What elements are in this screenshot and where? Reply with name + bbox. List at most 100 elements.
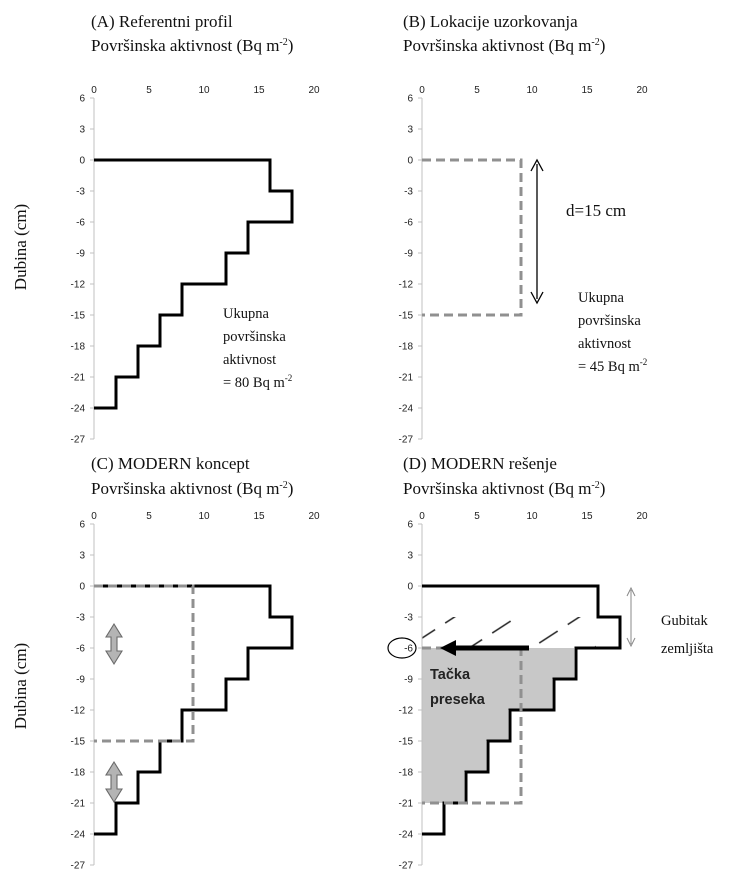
- soil-loss-label-line1: Gubitak: [661, 613, 708, 629]
- y-tick-label: -21: [399, 799, 414, 810]
- y-tick-label: -27: [399, 861, 414, 872]
- sampling-profile-line: [422, 158, 523, 317]
- y-tick-label: -9: [76, 675, 85, 686]
- y-tick-label: -12: [71, 706, 86, 717]
- depth-arrow: [530, 158, 544, 305]
- x-tick-label: 15: [581, 511, 593, 522]
- y-tick-label: -27: [399, 435, 414, 446]
- x-tick-label: 0: [419, 85, 425, 96]
- y-tick-label: -18: [399, 768, 414, 779]
- panel-d-title: (D) MODERN rešenje: [403, 454, 557, 473]
- x-tick-label: 15: [581, 85, 593, 96]
- panel-a-total-value: = 80 Bq m-2: [223, 373, 292, 391]
- panel-b-title: (B) Lokacije uzorkovanja: [403, 12, 578, 31]
- reference-profile-line: [94, 158, 294, 410]
- soil-loss-arrow: [626, 586, 636, 648]
- y-tick-label: -3: [76, 187, 85, 198]
- y-tick-label: -18: [399, 342, 414, 353]
- panel-c: (C) MODERN koncept Površinska aktivnost …: [71, 454, 320, 872]
- y-tick-label: -24: [399, 830, 414, 841]
- y-tick-label: -6: [404, 218, 413, 229]
- y-tick-label: -9: [404, 249, 413, 260]
- x-tick-label: 5: [474, 511, 480, 522]
- y-tick-label: -18: [71, 768, 86, 779]
- x-tick-label: 20: [308, 511, 320, 522]
- y-tick-label: -27: [71, 861, 86, 872]
- y-tick-label: -3: [404, 613, 413, 624]
- x-tick-label: 5: [146, 85, 152, 96]
- x-tick-label: 20: [308, 85, 320, 96]
- y-tick-label: 3: [407, 125, 413, 136]
- panel-b-total-line3: aktivnost: [578, 336, 631, 352]
- up-down-arrow-bottom: [105, 760, 123, 804]
- panel-a-total-line3: aktivnost: [223, 352, 276, 368]
- y-tick-label: -12: [399, 706, 414, 717]
- y-tick-label: -6: [404, 644, 413, 655]
- intersection-arrow: [440, 640, 529, 656]
- y-tick-label: -9: [76, 249, 85, 260]
- y-tick-label: 0: [79, 156, 85, 167]
- intersection-label-line2: preseka: [430, 692, 486, 708]
- y-tick-label: -3: [404, 187, 413, 198]
- remaining-inventory-area: [422, 648, 574, 803]
- y-tick-label: -18: [71, 342, 86, 353]
- y-tick-label: 6: [79, 94, 85, 105]
- x-tick-label: 5: [146, 511, 152, 522]
- panel-a-title: (A) Referentni profil: [91, 12, 233, 31]
- y-tick-label: -15: [71, 737, 86, 748]
- x-tick-label: 5: [474, 85, 480, 96]
- x-tick-label: 10: [526, 85, 538, 96]
- y-tick-label: -9: [404, 675, 413, 686]
- y-tick-label: -21: [71, 799, 86, 810]
- y-tick-label: -15: [399, 311, 414, 322]
- depth-label: d=15 cm: [566, 201, 626, 220]
- panel-a: (A) Referentni profil Površinska aktivno…: [71, 12, 320, 446]
- panel-a-total-line2: površinska: [223, 329, 286, 345]
- y-tick-label: -15: [399, 737, 414, 748]
- x-tick-label: 15: [253, 85, 265, 96]
- x-tick-label: 0: [91, 85, 97, 96]
- x-tick-label: 10: [526, 511, 538, 522]
- soil-loss-hatch: [422, 617, 596, 648]
- soil-loss-label-line2: zemljišta: [661, 641, 714, 657]
- y-tick-label: 3: [79, 551, 85, 562]
- y-tick-label: -6: [76, 644, 85, 655]
- x-tick-label: 10: [198, 85, 210, 96]
- y-tick-label: 3: [79, 125, 85, 136]
- y-tick-label: 0: [79, 582, 85, 593]
- y-tick-label: -12: [399, 280, 414, 291]
- y-tick-label: -15: [71, 311, 86, 322]
- x-tick-label: 0: [419, 511, 425, 522]
- y-axis-label-top: Dubina (cm): [11, 204, 30, 290]
- y-tick-label: -24: [399, 404, 414, 415]
- y-tick-label: 0: [407, 582, 413, 593]
- x-tick-label: 20: [636, 85, 648, 96]
- panel-c-subtitle: Površinska aktivnost (Bq m-2): [91, 479, 293, 498]
- y-tick-label: -21: [399, 373, 414, 384]
- y-tick-label: 3: [407, 551, 413, 562]
- x-tick-label: 0: [91, 511, 97, 522]
- x-tick-label: 10: [198, 511, 210, 522]
- reference-profile-line: [94, 584, 294, 836]
- y-tick-label: -6: [76, 218, 85, 229]
- panel-a-total-line1: Ukupna: [223, 306, 269, 322]
- panel-b-subtitle: Površinska aktivnost (Bq m-2): [403, 36, 605, 55]
- panel-b-total-value: = 45 Bq m-2: [578, 357, 647, 375]
- y-tick-label: 6: [79, 520, 85, 531]
- x-tick-label: 20: [636, 511, 648, 522]
- y-tick-label: -21: [71, 373, 86, 384]
- panel-b-total-line1: Ukupna: [578, 290, 624, 306]
- y-axis-label-bottom: Dubina (cm): [11, 643, 30, 729]
- up-down-arrow-top: [105, 622, 123, 666]
- y-tick-label: -24: [71, 830, 86, 841]
- intersection-label-line1: Tačka: [430, 667, 471, 683]
- panel-a-subtitle: Površinska aktivnost (Bq m-2): [91, 36, 293, 55]
- intersection-tick-circle: [387, 637, 417, 659]
- y-tick-label: -24: [71, 404, 86, 415]
- x-tick-label: 15: [253, 511, 265, 522]
- y-tick-label: -3: [76, 613, 85, 624]
- y-tick-label: -27: [71, 435, 86, 446]
- y-tick-label: -12: [71, 280, 86, 291]
- panel-c-title: (C) MODERN koncept: [91, 454, 250, 473]
